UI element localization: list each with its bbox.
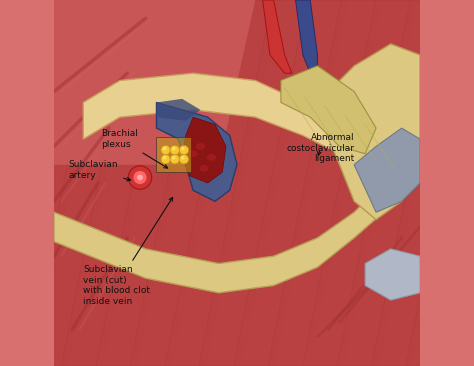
Polygon shape [83,73,376,176]
Polygon shape [263,0,292,73]
Polygon shape [27,0,210,366]
Circle shape [161,145,170,155]
Polygon shape [337,0,474,366]
Polygon shape [234,0,417,366]
Circle shape [128,166,152,189]
Circle shape [179,145,189,155]
Text: Brachial
plexus: Brachial plexus [101,129,168,168]
Polygon shape [54,0,420,366]
Polygon shape [165,0,348,366]
Circle shape [163,156,166,160]
Ellipse shape [207,154,216,161]
Circle shape [181,156,185,160]
Circle shape [172,147,175,150]
Polygon shape [440,0,474,366]
Circle shape [163,147,166,150]
Polygon shape [406,0,474,366]
Polygon shape [268,0,451,366]
Circle shape [133,171,146,184]
Polygon shape [0,0,107,366]
Polygon shape [365,249,420,300]
Polygon shape [0,0,141,366]
Polygon shape [156,99,201,121]
Circle shape [137,175,143,180]
Text: Subclavian
vein (cut)
with blood clot
inside vein: Subclavian vein (cut) with blood clot in… [83,197,173,306]
Polygon shape [0,0,176,366]
Polygon shape [296,0,318,73]
Text: Subclavian
artery: Subclavian artery [69,160,131,181]
Polygon shape [281,66,376,154]
Polygon shape [130,0,313,366]
Polygon shape [62,0,245,366]
Circle shape [179,154,189,164]
Circle shape [172,156,175,160]
Ellipse shape [200,165,209,172]
Polygon shape [318,44,420,220]
Polygon shape [54,183,383,293]
Circle shape [170,145,180,155]
Text: Abnormal
costoclavicular
ligament: Abnormal costoclavicular ligament [286,133,354,163]
Polygon shape [303,0,474,366]
Circle shape [161,154,170,164]
FancyBboxPatch shape [156,137,191,172]
Polygon shape [182,117,226,183]
Circle shape [170,154,180,164]
Polygon shape [0,0,73,366]
Ellipse shape [189,150,198,157]
Ellipse shape [196,143,205,150]
Polygon shape [354,128,420,212]
Polygon shape [372,0,474,366]
Circle shape [181,147,185,150]
Polygon shape [54,0,255,165]
Polygon shape [96,0,279,366]
Polygon shape [156,102,237,201]
Polygon shape [200,0,383,366]
